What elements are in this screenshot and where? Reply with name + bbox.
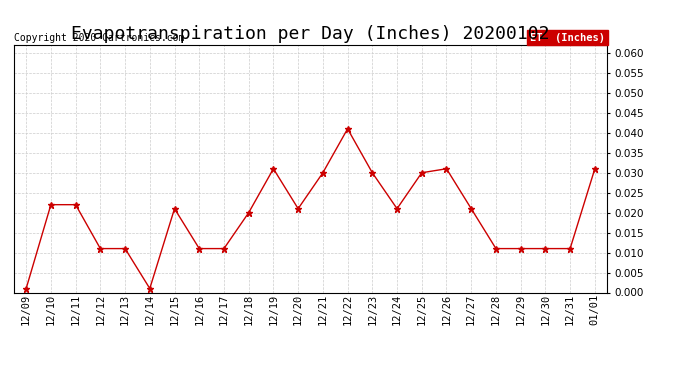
Text: Copyright 2020 Cartronics.com: Copyright 2020 Cartronics.com	[14, 33, 184, 42]
Text: ET  (Inches): ET (Inches)	[530, 33, 605, 42]
Title: Evapotranspiration per Day (Inches) 20200102: Evapotranspiration per Day (Inches) 2020…	[71, 26, 550, 44]
